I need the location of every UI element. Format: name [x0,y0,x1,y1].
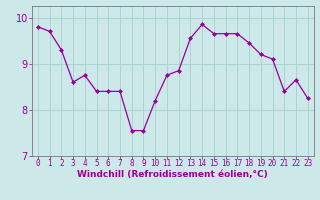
X-axis label: Windchill (Refroidissement éolien,°C): Windchill (Refroidissement éolien,°C) [77,170,268,179]
